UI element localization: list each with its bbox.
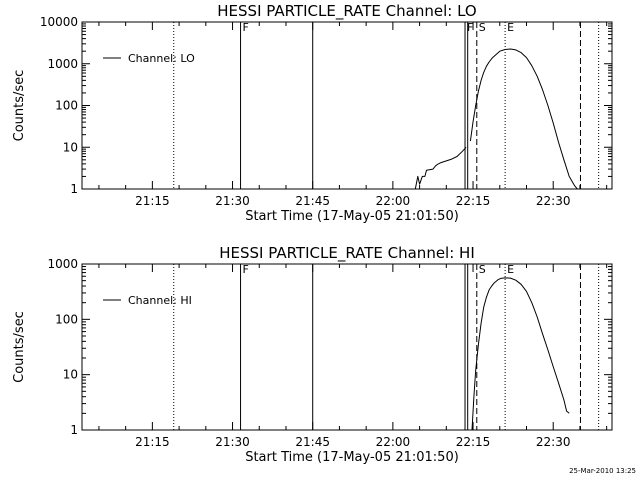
event-marker-label: F	[467, 21, 473, 34]
y-tick-label: 10	[63, 140, 78, 154]
x-tick-label: 22:00	[376, 435, 411, 449]
event-marker-label: F	[243, 263, 249, 276]
event-marker-label: E	[507, 21, 514, 34]
event-marker-label: F	[243, 21, 249, 34]
legend-entry: Channel: HI	[128, 294, 192, 307]
x-tick-label: 22:15	[456, 435, 491, 449]
x-axis-label: Start Time (17-May-05 21:01:50)	[245, 209, 459, 224]
y-tick-label: 1	[70, 423, 78, 437]
hi-channel-panel: HESSI PARTICLE_RATE Channel: HI 21:15 21:3…	[12, 244, 613, 465]
lo-channel-panel: HESSI PARTICLE_RATE Channel: LO 21:15 21:3…	[12, 2, 613, 224]
x-tick-label: 22:30	[536, 435, 571, 449]
y-tick-label: 100	[55, 99, 78, 113]
series-line	[471, 277, 570, 431]
x-tick-label: 22:00	[376, 194, 411, 208]
x-tick-label: 21:45	[295, 194, 330, 208]
x-tick-label: 22:15	[456, 194, 491, 208]
x-tick-label: 21:45	[295, 435, 330, 449]
y-tick-label: 10	[63, 368, 78, 382]
series-line	[414, 146, 467, 190]
event-marker-label: S	[479, 21, 486, 34]
y-tick-label: 1000	[47, 257, 78, 271]
event-marker-label: E	[507, 263, 514, 276]
y-tick-label: 100	[55, 312, 78, 326]
chart-title: HESSI PARTICLE_RATE Channel: HI	[219, 244, 475, 263]
y-axis-label: Counts/sec	[12, 70, 27, 142]
chart-title: HESSI PARTICLE_RATE Channel: LO	[217, 2, 476, 21]
x-tick-label: 21:30	[215, 194, 250, 208]
legend-entry: Channel: LO	[128, 52, 195, 65]
x-axis-label: Start Time (17-May-05 21:01:50)	[245, 450, 459, 465]
x-tick-label: 21:15	[135, 194, 170, 208]
y-tick-label: 10000	[40, 15, 78, 29]
y-tick-label: 1000	[47, 57, 78, 71]
event-marker-label: S	[479, 263, 486, 276]
series-line	[469, 48, 578, 190]
x-tick-label: 21:30	[215, 435, 250, 449]
y-axis-label: Counts/sec	[12, 311, 27, 383]
x-tick-label: 21:15	[135, 435, 170, 449]
x-tick-label: 22:30	[536, 194, 571, 208]
plot-frame	[81, 21, 613, 190]
plot-frame	[81, 263, 613, 431]
y-tick-label: 1	[70, 182, 78, 196]
plot-timestamp: 25-Mar-2010 13:25	[569, 467, 636, 475]
